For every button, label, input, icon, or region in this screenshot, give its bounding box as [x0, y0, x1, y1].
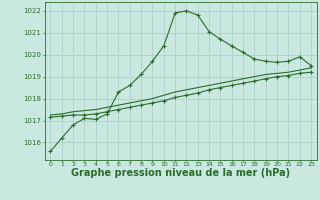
X-axis label: Graphe pression niveau de la mer (hPa): Graphe pression niveau de la mer (hPa): [71, 168, 290, 178]
